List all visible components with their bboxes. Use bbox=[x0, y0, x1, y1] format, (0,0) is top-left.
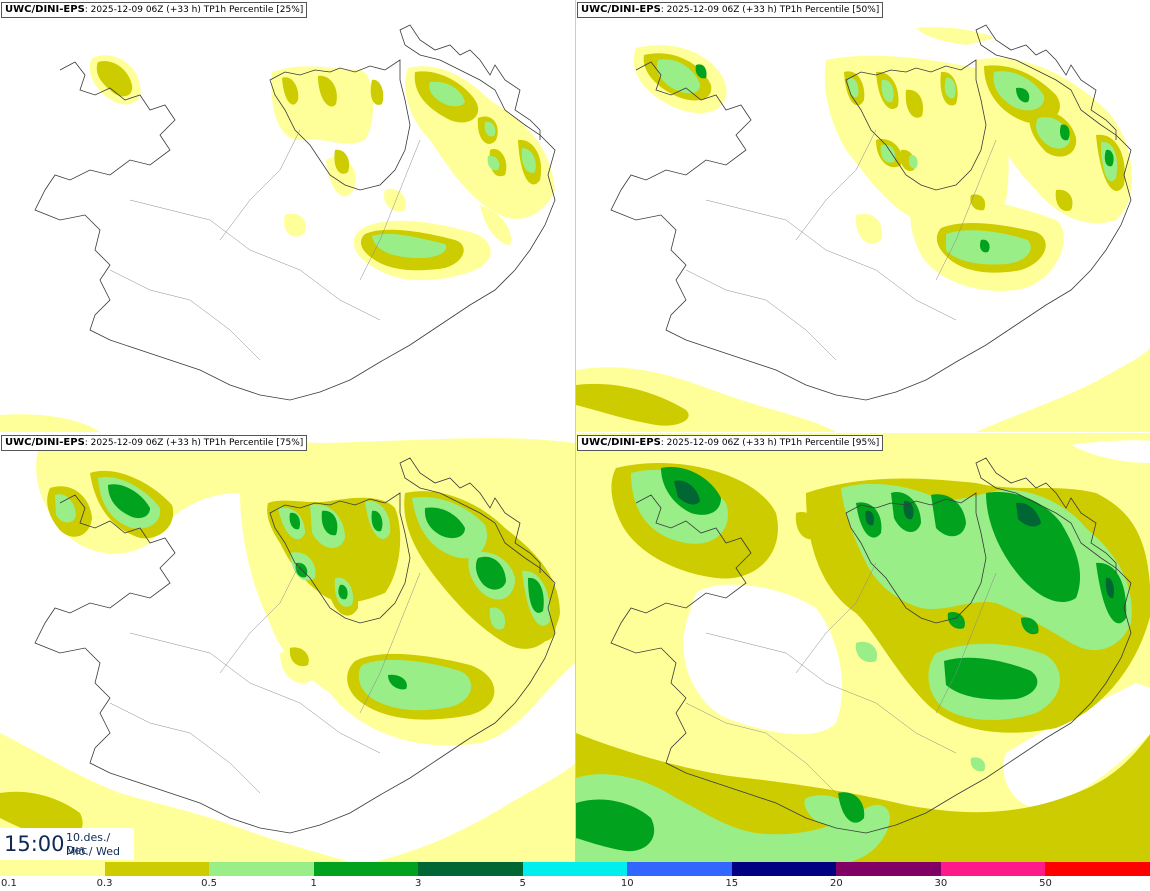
valid-time: 15:00 bbox=[4, 832, 65, 856]
legend-label: 10 bbox=[620, 878, 634, 889]
legend-label: 1 bbox=[310, 878, 317, 889]
precip-none bbox=[683, 440, 1150, 809]
valid-time-box: 15:00 10.des./ Dec Mið./ Wed bbox=[0, 828, 134, 860]
coastline bbox=[34, 24, 556, 401]
run-time: : 2025-12-09 06Z (+33 h) bbox=[660, 5, 777, 15]
legend-swatch bbox=[313, 862, 420, 876]
model-name: UWC/DINI-EPS bbox=[581, 4, 661, 15]
map-panel-75: UWC/DINI-EPS: 2025-12-09 06Z (+33 h) TP1… bbox=[0, 433, 575, 865]
legend-label: 0.5 bbox=[201, 878, 218, 889]
legend-label: 15 bbox=[725, 878, 739, 889]
legend-swatch bbox=[731, 862, 838, 876]
legend-label: 0.3 bbox=[96, 878, 113, 889]
coastline bbox=[34, 457, 556, 834]
run-time: : 2025-12-09 06Z (+33 h) bbox=[660, 438, 777, 448]
panel-header: UWC/DINI-EPS: 2025-12-09 06Z (+33 h) TP1… bbox=[577, 435, 884, 451]
precip-1 bbox=[695, 64, 1114, 253]
run-time: : 2025-12-09 06Z (+33 h) bbox=[84, 5, 201, 15]
legend-swatch bbox=[104, 862, 211, 876]
precip-map-75 bbox=[0, 437, 575, 865]
legend-swatch bbox=[522, 862, 629, 876]
road-lines bbox=[685, 562, 997, 794]
legend-swatch bbox=[0, 862, 106, 876]
panel-header: UWC/DINI-EPS: 2025-12-09 06Z (+33 h) TP1… bbox=[577, 2, 884, 18]
road-lines bbox=[685, 129, 997, 361]
legend-swatch bbox=[627, 862, 733, 876]
map-panel-50: UWC/DINI-EPS: 2025-12-09 06Z (+33 h) TP1… bbox=[576, 0, 1150, 432]
legend-label: 0.1 bbox=[1, 878, 17, 889]
valid-date: 10.des./ Dec bbox=[66, 831, 111, 857]
valid-weekday: Mið./ Wed bbox=[66, 845, 120, 858]
panel-title: TP1h Percentile [50%] bbox=[776, 5, 880, 15]
panel-title: TP1h Percentile [95%] bbox=[776, 438, 880, 448]
model-name: UWC/DINI-EPS bbox=[5, 4, 85, 15]
map-panel-25: UWC/DINI-EPS: 2025-12-09 06Z (+33 h) TP1… bbox=[0, 0, 575, 432]
legend-swatch bbox=[209, 862, 315, 876]
precip-3 bbox=[674, 480, 1115, 599]
legend-label: 20 bbox=[829, 878, 843, 889]
model-name: UWC/DINI-EPS bbox=[5, 437, 85, 448]
map-panel-95: UWC/DINI-EPS: 2025-12-09 06Z (+33 h) TP1… bbox=[576, 433, 1150, 865]
legend-label: 5 bbox=[519, 878, 526, 889]
legend-label: 50 bbox=[1039, 878, 1052, 889]
coastline bbox=[610, 457, 1132, 834]
precip-map-95 bbox=[576, 433, 1150, 865]
panel-title: TP1h Percentile [25%] bbox=[200, 5, 304, 15]
run-time: : 2025-12-09 06Z (+33 h) bbox=[84, 438, 201, 448]
legend-swatch bbox=[418, 862, 524, 876]
panel-header: UWC/DINI-EPS: 2025-12-09 06Z (+33 h) TP1… bbox=[1, 435, 308, 451]
road-lines bbox=[109, 562, 421, 794]
legend-label: 30 bbox=[934, 878, 948, 889]
precip-map-25 bbox=[0, 24, 556, 432]
precip-1 bbox=[576, 467, 1127, 852]
panel-separator bbox=[575, 0, 576, 862]
precip-1 bbox=[108, 484, 544, 690]
legend-swatch bbox=[940, 862, 1047, 876]
legend-swatch bbox=[1045, 862, 1150, 876]
panel-title: TP1h Percentile [75%] bbox=[200, 438, 304, 448]
model-name: UWC/DINI-EPS bbox=[581, 437, 661, 448]
precip-0.5 bbox=[372, 81, 536, 258]
color-legend: 0.1 0.3 0.5 1 3 5 10 15 20 30 50 bbox=[0, 862, 1150, 891]
legend-label: 3 bbox=[414, 878, 422, 889]
coastline bbox=[610, 24, 1132, 401]
road-lines bbox=[109, 129, 421, 361]
panel-header: UWC/DINI-EPS: 2025-12-09 06Z (+33 h) TP1… bbox=[1, 2, 308, 18]
precip-map-50 bbox=[576, 24, 1150, 432]
legend-swatch bbox=[836, 862, 942, 876]
